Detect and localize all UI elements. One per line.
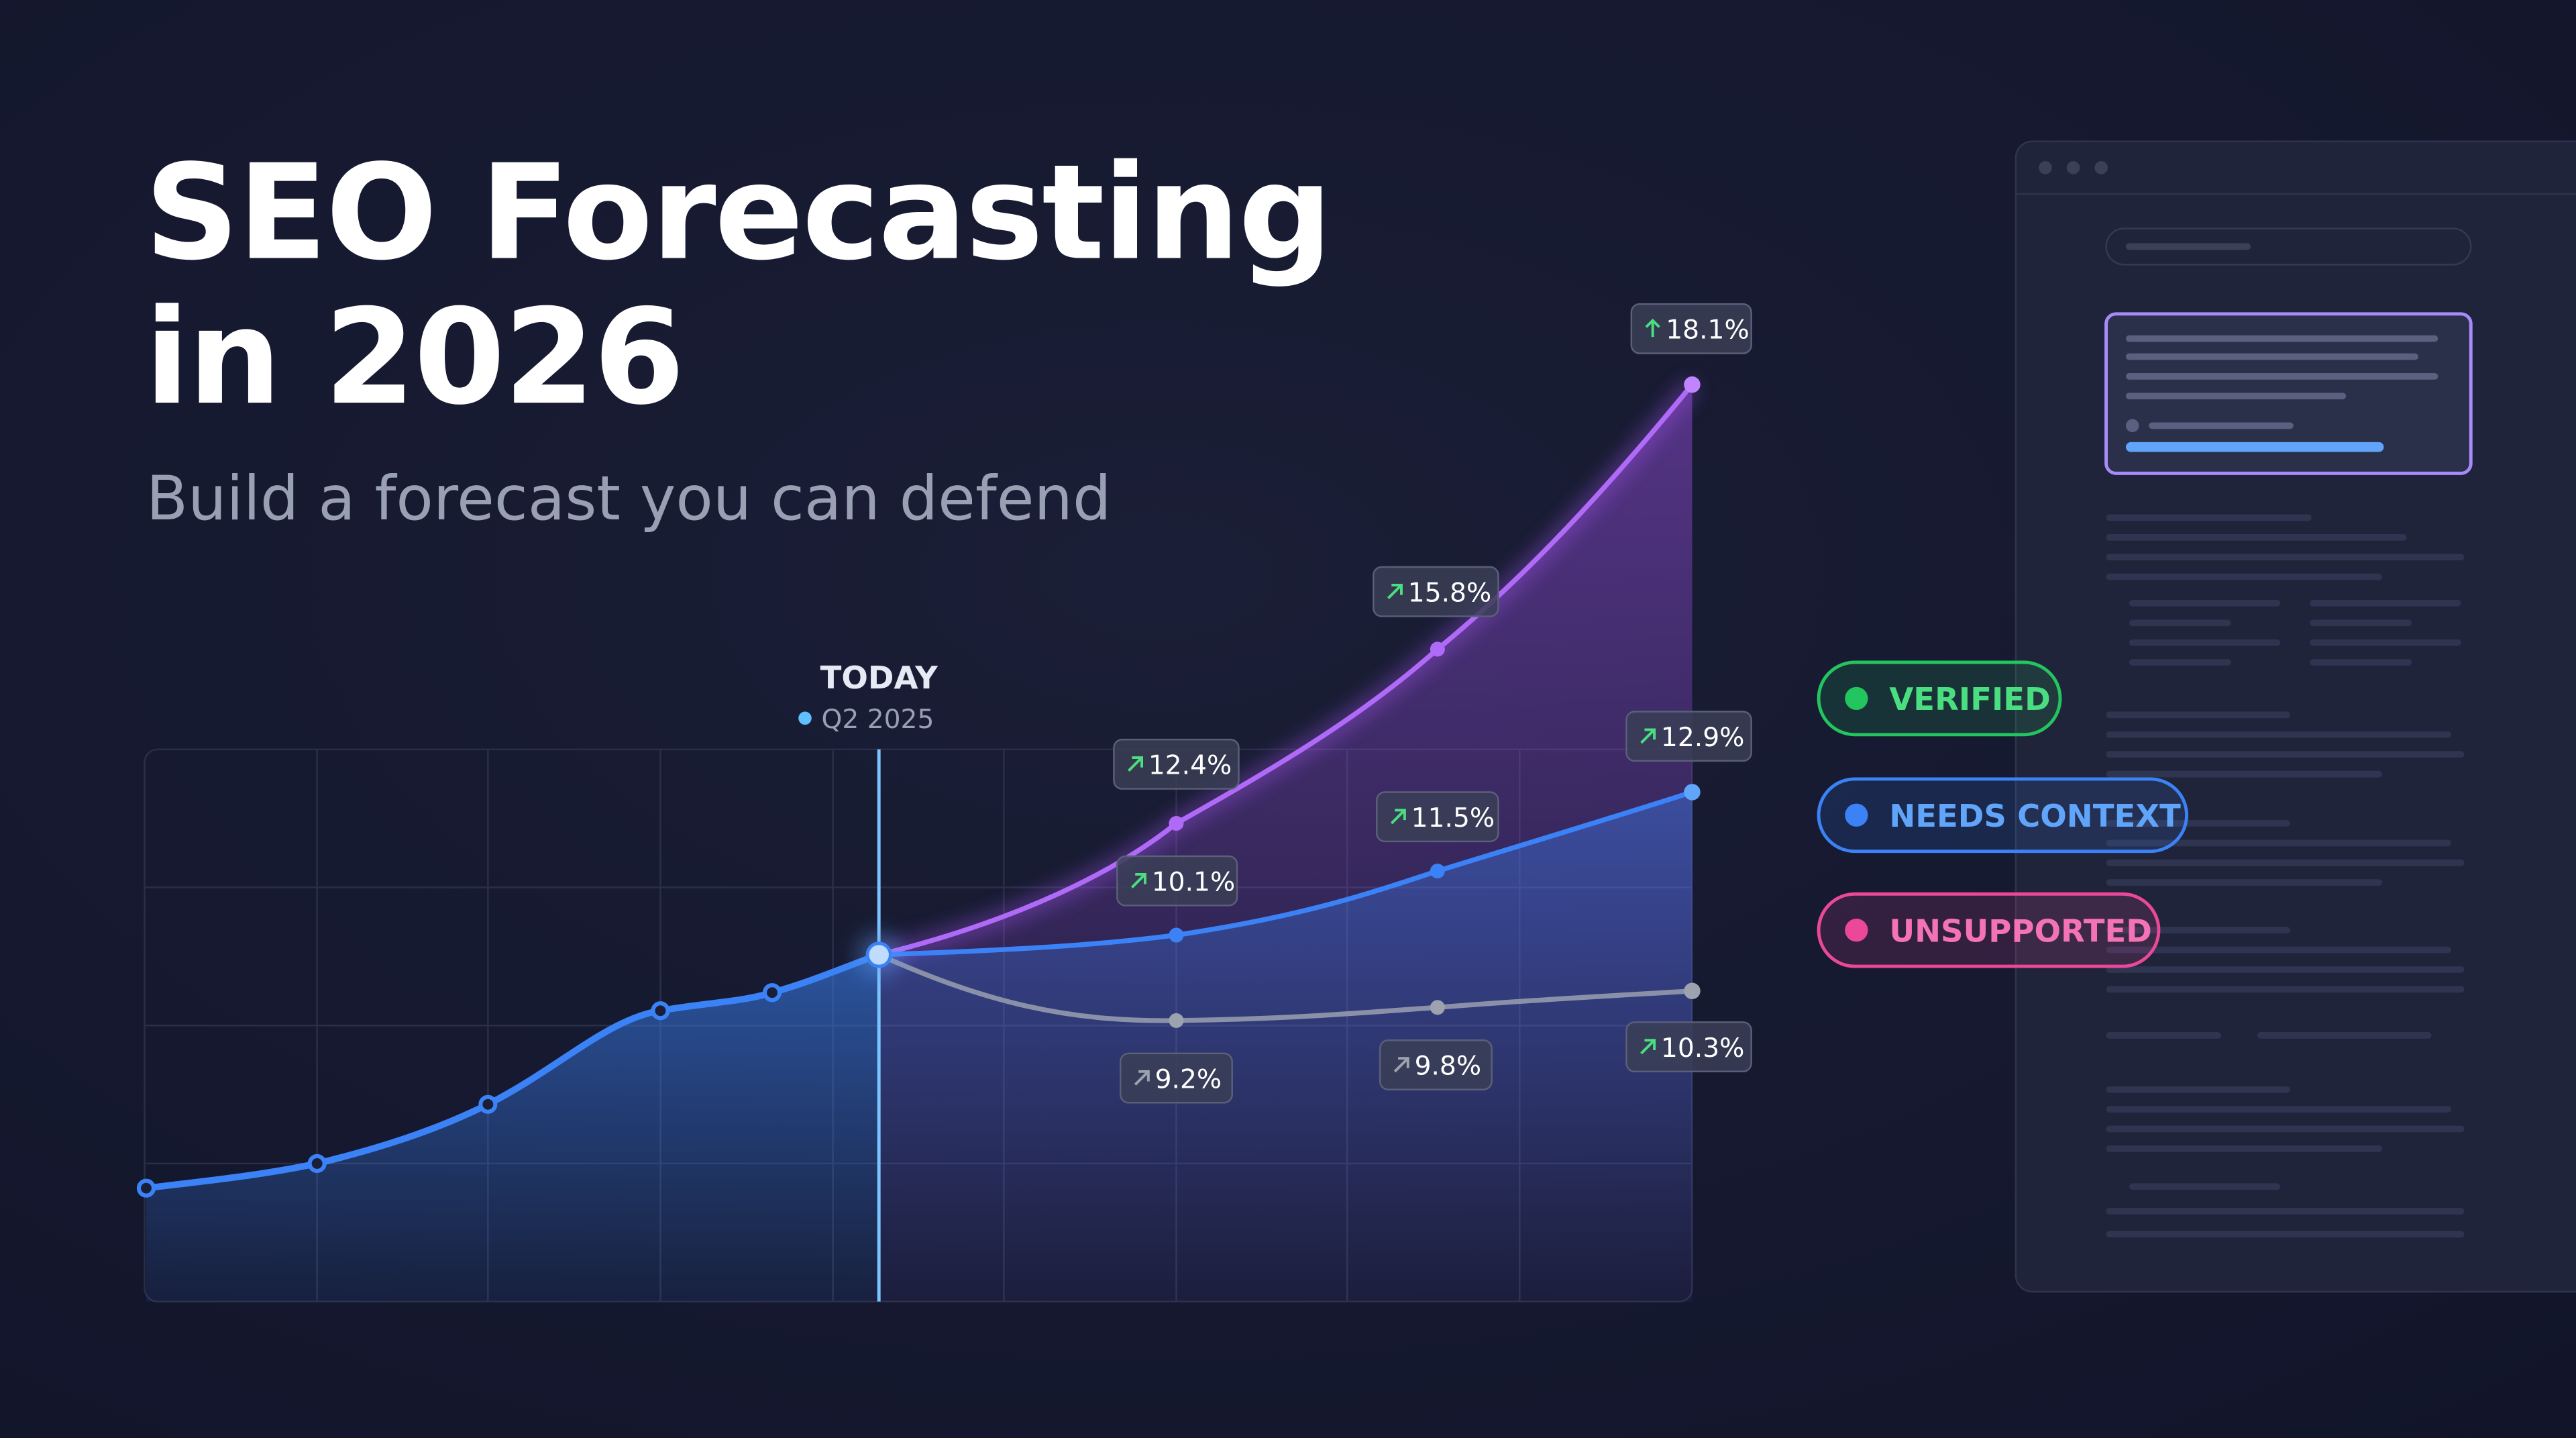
expected-area: [879, 792, 1693, 1302]
arrow-icon: [1130, 872, 1146, 888]
title-line: SEO Forecasting: [145, 137, 1331, 290]
history-points: [136, 983, 782, 1198]
callout: 18.1%: [1630, 303, 1752, 354]
callout: 9.8%: [1379, 1039, 1493, 1090]
callout-box: [1630, 303, 1752, 354]
title-line: in 2026: [145, 281, 684, 434]
arrow-icon: [1390, 809, 1406, 825]
arrow-icon: [1393, 1057, 1409, 1073]
today-point: [865, 941, 892, 968]
arrow-icon: [1640, 1039, 1656, 1055]
conservative-line: [877, 952, 1693, 1023]
today-date: Q2 2025: [821, 705, 934, 735]
window-dot: [2066, 161, 2080, 174]
today-dot: [798, 711, 812, 725]
badge-box: [1817, 777, 2189, 854]
history-area: [146, 954, 879, 1302]
arrow-icon: [1128, 756, 1143, 772]
status-badge: VERIFIED: [1817, 660, 2062, 737]
browser-mock: [2015, 140, 2576, 1293]
badge-box: [1817, 892, 2161, 968]
badge-label: NEEDS CONTEXT: [1889, 798, 2181, 834]
today-label: TODAY: [820, 660, 938, 696]
window-dot: [2094, 161, 2108, 174]
window-dot: [2039, 161, 2052, 174]
callout: 15.8%: [1373, 566, 1499, 617]
callout-box: [1116, 855, 1238, 907]
arrow-icon: [1640, 728, 1656, 744]
callout-label: 12.4%: [1148, 751, 1232, 781]
badge-box: [1817, 660, 2062, 737]
callout-box: [1376, 791, 1499, 843]
forecast-points: [1169, 376, 1701, 1028]
callout-box: [1113, 738, 1240, 790]
callout: 10.3%: [1625, 1021, 1752, 1073]
callout-label: 9.8%: [1415, 1051, 1482, 1082]
progress: [2125, 442, 2384, 452]
callout-label: 15.8%: [1408, 578, 1491, 608]
callout-label: 9.2%: [1155, 1064, 1222, 1094]
callout-label: 11.5%: [1411, 803, 1495, 833]
callout-label: 12.9%: [1661, 723, 1744, 753]
callout-box: [1119, 1052, 1233, 1104]
status-badge: UNSUPPORTED: [1817, 892, 2161, 968]
callout: 10.1%: [1116, 855, 1238, 907]
arrow-icon: [1645, 318, 1660, 338]
callout-box: [1625, 1021, 1752, 1073]
arrow-icon: [1134, 1070, 1150, 1086]
arrow-icon: [1387, 583, 1403, 599]
placeholder: [2125, 243, 2251, 250]
callout-label: 10.3%: [1661, 1033, 1744, 1064]
callout: 9.2%: [1119, 1052, 1233, 1104]
subtitle: Build a forecast you can defend: [146, 464, 1112, 534]
badge-label: VERIFIED: [1889, 681, 2050, 717]
expected-line: [879, 789, 1693, 958]
badge-dot: [1845, 686, 1868, 711]
callout-label: 10.1%: [1152, 867, 1235, 897]
callout: 12.9%: [1625, 711, 1752, 762]
badge-dot: [1845, 919, 1868, 942]
callout-box: [1379, 1039, 1493, 1090]
callout-label: 18.1%: [1666, 315, 1749, 346]
page-lines: [2106, 514, 2465, 1238]
optimistic-line: [878, 382, 1695, 958]
callout: 12.4%: [1113, 738, 1240, 790]
callout-box: [1625, 711, 1752, 762]
status-badge: NEEDS CONTEXT: [1817, 777, 2189, 854]
callout-box: [1373, 566, 1499, 617]
search-bar: [2105, 227, 2472, 266]
text-lines: [2125, 335, 2438, 433]
callout: 11.5%: [1376, 791, 1499, 843]
badge-label: UNSUPPORTED: [1889, 913, 2152, 949]
badge-dot: [1845, 803, 1868, 827]
